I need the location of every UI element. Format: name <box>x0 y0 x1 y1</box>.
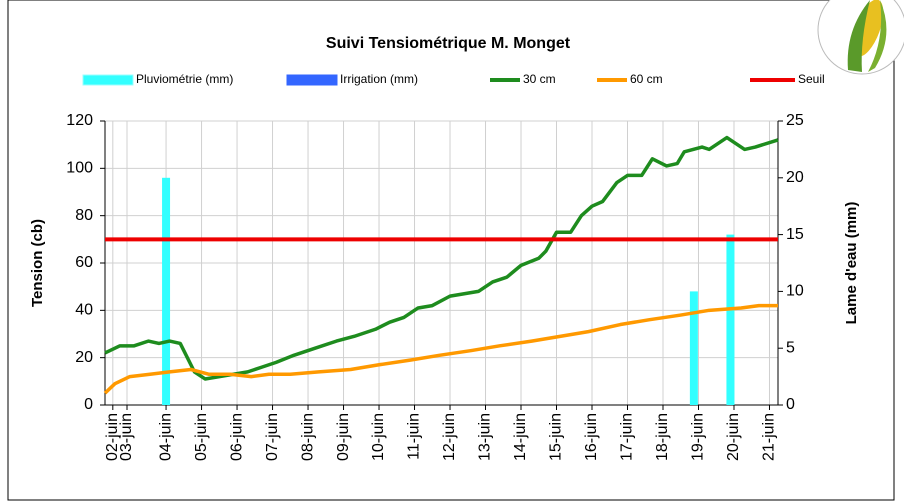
x-tick-label: 03-juin <box>118 413 135 461</box>
y2-tick-label: 20 <box>786 169 804 186</box>
line-series <box>104 135 779 381</box>
x-tick-label: 21-juin <box>761 413 778 461</box>
x-tick-label: 10-juin <box>370 413 387 461</box>
legend-swatch <box>286 74 338 86</box>
x-tick-label: 05-juin <box>193 413 210 461</box>
legend-label: 60 cm <box>630 72 663 86</box>
legend-label: Pluviométrie (mm) <box>136 72 233 86</box>
y2-tick-label: 5 <box>786 339 795 356</box>
y2-tick-label: 0 <box>786 396 795 413</box>
bar <box>726 234 735 405</box>
y-tick-label: 80 <box>75 207 93 224</box>
y2-tick-label: 25 <box>786 112 804 129</box>
x-tick-label: 18-juin <box>654 413 671 461</box>
x-tick-label: 19-juin <box>690 413 707 461</box>
bar <box>162 177 171 405</box>
y-axis-label: Tension (cb) <box>29 219 46 307</box>
legend-label: Irrigation (mm) <box>340 72 418 86</box>
bar <box>689 291 698 405</box>
y-tick-label: 60 <box>75 254 93 271</box>
x-tick-label: 20-juin <box>725 413 742 461</box>
y-tick-label: 120 <box>66 112 93 129</box>
y2-tick-label: 10 <box>786 283 804 300</box>
x-tick-label: 06-juin <box>228 413 245 461</box>
corn-icon <box>817 0 904 75</box>
x-tick-label: 15-juin <box>548 413 565 461</box>
y-tick-label: 100 <box>66 160 93 177</box>
x-tick-label: 14-juin <box>512 413 529 461</box>
legend-label: 30 cm <box>523 72 556 86</box>
y2-axis-label: Lame d'eau (mm) <box>843 202 860 325</box>
x-tick-label: 09-juin <box>335 413 352 461</box>
x-tick-label: 16-juin <box>583 413 600 461</box>
x-tick-label: 04-juin <box>157 413 174 461</box>
legend-swatch <box>82 74 134 86</box>
y-tick-label: 0 <box>84 396 93 413</box>
x-tick-label: 08-juin <box>299 413 316 461</box>
legend-label: Seuil <box>798 72 825 86</box>
x-tick-label: 11-juin <box>406 413 423 460</box>
line-series <box>103 303 778 395</box>
x-tick-label: 17-juin <box>619 413 636 461</box>
x-tick-label: 13-juin <box>477 413 494 461</box>
y-tick-label: 20 <box>75 349 93 366</box>
y2-tick-label: 15 <box>786 226 804 243</box>
y-tick-label: 40 <box>75 302 93 319</box>
x-tick-label: 07-juin <box>264 413 281 461</box>
chart-title: Suivi Tensiométrique M. Monget <box>326 35 571 52</box>
x-tick-label: 02-juin <box>104 413 121 461</box>
x-tick-label: 12-juin <box>441 413 458 461</box>
